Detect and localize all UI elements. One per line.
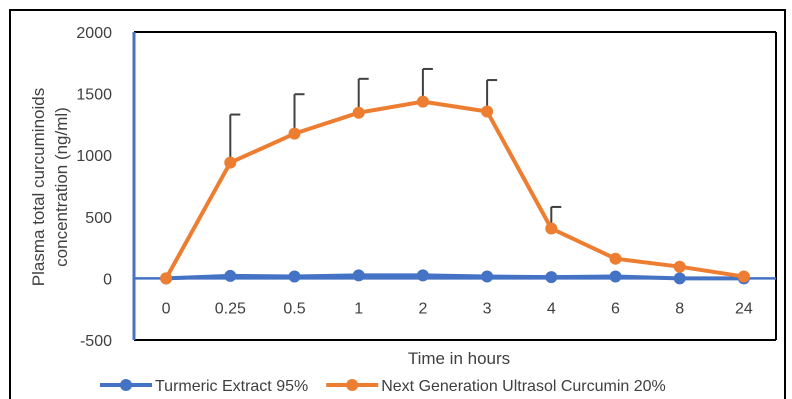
y-axis-label-line2: concentration (ng/ml) [52, 107, 71, 267]
legend: Turmeric Extract 95% Next Generation Ultr… [100, 378, 666, 395]
legend-label: Turmeric Extract 95% [155, 378, 308, 395]
x-tick-label: 8 [675, 300, 684, 317]
y-tick-label: 500 [85, 210, 112, 227]
series-group [160, 95, 750, 285]
data-point [609, 252, 622, 265]
y-axis-label-line1: Plasma total curcuminoids [29, 88, 48, 286]
x-tick-label: 3 [483, 300, 492, 317]
data-point [673, 272, 686, 285]
data-point [352, 269, 365, 282]
data-point [737, 270, 750, 283]
x-tick-label: 0 [162, 300, 171, 317]
x-axis-label: Time in hours [408, 349, 510, 368]
y-tick-label: 0 [103, 271, 112, 288]
x-tick-label: 2 [418, 300, 427, 317]
y-tick-label: 1500 [76, 87, 112, 104]
data-point [352, 106, 365, 119]
y-tick-label: 2000 [76, 25, 112, 42]
data-point [224, 269, 237, 282]
x-axis-ticks: 0 0.25 0.5 1 2 3 4 6 8 24 [162, 300, 753, 317]
data-point [545, 222, 558, 235]
y-axis-ticks: -500 0 500 1000 1500 2000 [76, 25, 112, 350]
x-tick-label: 0.25 [215, 300, 246, 317]
data-point [288, 270, 301, 283]
x-tick-label: 6 [611, 300, 620, 317]
data-point [609, 270, 622, 283]
legend-marker [120, 379, 132, 391]
data-point [224, 156, 237, 169]
legend-marker [346, 379, 359, 391]
x-tick-label: 0.5 [283, 300, 305, 317]
y-tick-label: -500 [80, 333, 112, 350]
data-point [545, 271, 558, 284]
data-point [481, 105, 494, 118]
x-tick-label: 24 [735, 300, 753, 317]
y-tick-label: 1000 [76, 148, 112, 165]
error-bars [229, 67, 562, 229]
axes [132, 31, 777, 341]
series-line-1 [164, 99, 745, 280]
data-point [673, 260, 686, 273]
x-tick-label: 4 [547, 300, 556, 317]
data-point [288, 127, 301, 140]
series-line-0 [166, 273, 744, 281]
data-point [416, 95, 429, 108]
data-point [160, 272, 173, 285]
legend-label: Next Generation Ultrasol Curcumin 20% [381, 378, 666, 395]
chart-frame [9, 9, 786, 399]
x-tick-label: 1 [354, 300, 363, 317]
data-point [416, 269, 429, 282]
data-point [481, 270, 494, 283]
